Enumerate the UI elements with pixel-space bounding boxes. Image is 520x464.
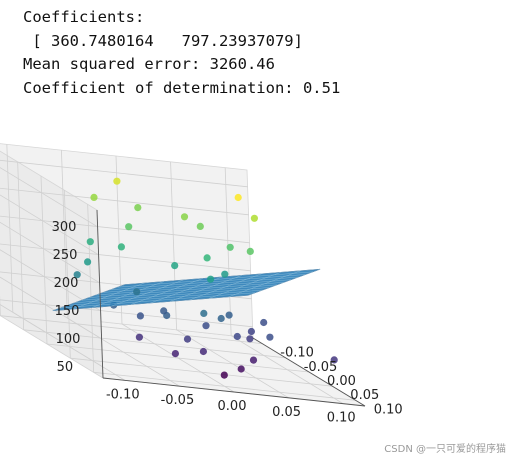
data-point (200, 309, 208, 317)
data-point (86, 238, 94, 246)
data-point (171, 350, 179, 358)
data-point (203, 254, 211, 262)
data-point (90, 193, 98, 201)
console-line-mse: Mean squared error: 3260.46 (23, 55, 275, 73)
data-point (171, 262, 179, 270)
plane-mesh-line (96, 279, 292, 296)
data-point (220, 371, 228, 379)
grid-line (87, 204, 95, 373)
y-tick-label: 0.00 (327, 374, 356, 389)
data-point (226, 243, 234, 251)
grid-line (23, 329, 286, 359)
data-point (266, 333, 274, 341)
grid-line (0, 243, 251, 272)
y-tick-label: 0.05 (350, 388, 379, 403)
z-tick-label: 200 (54, 276, 79, 291)
data-point (246, 247, 254, 255)
x-tick-label: -0.05 (161, 393, 195, 408)
data-point (233, 332, 241, 341)
y-tick-label: 0.10 (374, 402, 403, 417)
data-point (136, 312, 144, 320)
grid-line (0, 315, 263, 345)
data-point (199, 347, 207, 356)
x-tick-label: -0.10 (106, 387, 140, 402)
y-tick-label: -0.05 (304, 360, 338, 375)
plane-mesh-line (247, 268, 321, 296)
x-tick-label: 0.10 (327, 411, 356, 426)
data-point (135, 333, 143, 341)
data-point (117, 243, 125, 251)
data-point (237, 365, 245, 373)
grid-line (224, 167, 232, 336)
data-point (133, 288, 141, 296)
plane-mesh-line (189, 273, 262, 301)
plane-mesh-line (110, 274, 306, 291)
points-in-front-of-plane (73, 177, 258, 296)
x-tick-label: 0.05 (272, 405, 301, 420)
z-axis-line (96, 209, 104, 379)
z-tick-label: 150 (55, 304, 80, 319)
z-tick-label: 100 (56, 332, 81, 347)
grid-line (0, 187, 249, 216)
data-point (207, 275, 215, 283)
watermark: CSDN @一只可爱的程序猫 (384, 444, 506, 455)
data-point (225, 311, 233, 319)
plane-mesh-line (208, 272, 282, 299)
data-point (183, 335, 192, 343)
data-point (180, 213, 189, 221)
grid-line (170, 161, 177, 330)
grid-line (63, 190, 71, 359)
grid-line (0, 194, 99, 256)
data-point (134, 204, 142, 212)
grid-line (93, 371, 356, 401)
data-point (125, 223, 133, 231)
grid-line (0, 299, 253, 328)
plane-mesh-line (117, 271, 313, 288)
data-point (196, 222, 204, 230)
grid-line (46, 343, 310, 373)
plane-mesh-line (169, 275, 243, 302)
grid-line (0, 215, 250, 244)
plane-mesh-line (88, 282, 285, 298)
grid-line (0, 221, 100, 284)
data-point (221, 270, 229, 278)
grid-line (0, 304, 103, 368)
grid-line (70, 357, 333, 387)
data-point (217, 314, 225, 323)
console-output: Coefficients: [ 360.7480164 797.23937079… (23, 6, 340, 100)
console-line-r2: Coefficient of determination: 0.51 (23, 78, 341, 97)
z-tick-label: 50 (57, 360, 74, 375)
regression-plane (52, 268, 321, 311)
data-point (160, 307, 168, 315)
data-point (202, 322, 210, 330)
console-line-coefficients-label: Coefficients: (23, 8, 145, 26)
grid-line (0, 159, 248, 188)
grid-line (0, 249, 101, 312)
grid-line (0, 276, 102, 340)
data-point (330, 356, 338, 364)
x-axis-line (102, 377, 366, 407)
data-point (260, 318, 268, 327)
data-point (249, 356, 258, 364)
axis-lines (96, 209, 366, 407)
data-point (73, 271, 81, 279)
y-axis-line (252, 337, 366, 407)
data-point (250, 214, 258, 222)
data-point (84, 258, 92, 266)
console-line-coefficients-values: [ 360.7480164 797.23937079] (23, 31, 303, 50)
points-behind-plane (110, 301, 338, 379)
data-point (113, 177, 121, 185)
z-tick-label: 250 (53, 248, 78, 263)
x-tick-label: 0.00 (218, 399, 247, 414)
grid-line (0, 167, 98, 228)
data-point (246, 335, 254, 343)
plane-mesh-line (228, 270, 301, 298)
data-point (234, 193, 242, 202)
grid-line (40, 175, 48, 345)
tick-labels: -0.10 -0.05 0.00 0.05 0.10-0.10-0.050.000.05… (52, 220, 403, 426)
data-point (247, 327, 255, 336)
y-tick-label: -0.10 (280, 346, 314, 361)
z-tick-label: 300 (52, 220, 77, 235)
